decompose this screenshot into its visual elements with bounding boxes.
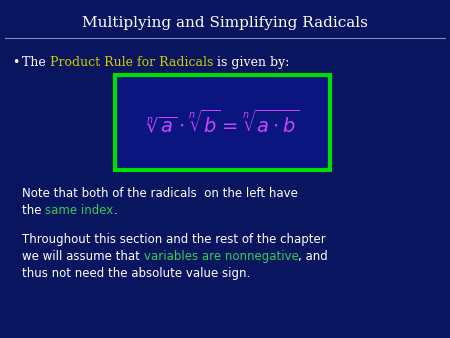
Text: •: • xyxy=(12,56,19,69)
FancyBboxPatch shape xyxy=(115,75,330,170)
Text: Multiplying and Simplifying Radicals: Multiplying and Simplifying Radicals xyxy=(82,16,368,30)
Text: we will assume that: we will assume that xyxy=(22,250,144,263)
Text: thus not need the absolute value sign.: thus not need the absolute value sign. xyxy=(22,267,250,280)
Text: Throughout this section and the rest of the chapter: Throughout this section and the rest of … xyxy=(22,233,326,246)
Text: The: The xyxy=(22,56,50,69)
Text: same index: same index xyxy=(45,204,113,217)
Text: the: the xyxy=(22,204,45,217)
Text: is given by:: is given by: xyxy=(213,56,289,69)
Text: $\sqrt[n]{a} \cdot \sqrt[n]{b} = \sqrt[n]{a \cdot b}$: $\sqrt[n]{a} \cdot \sqrt[n]{b} = \sqrt[n… xyxy=(146,108,299,136)
Text: , and: , and xyxy=(298,250,328,263)
Text: .: . xyxy=(113,204,117,217)
Text: Product Rule for Radicals: Product Rule for Radicals xyxy=(50,56,213,69)
Text: Note that both of the radicals  on the left have: Note that both of the radicals on the le… xyxy=(22,187,298,200)
Text: variables are nonnegative: variables are nonnegative xyxy=(144,250,298,263)
